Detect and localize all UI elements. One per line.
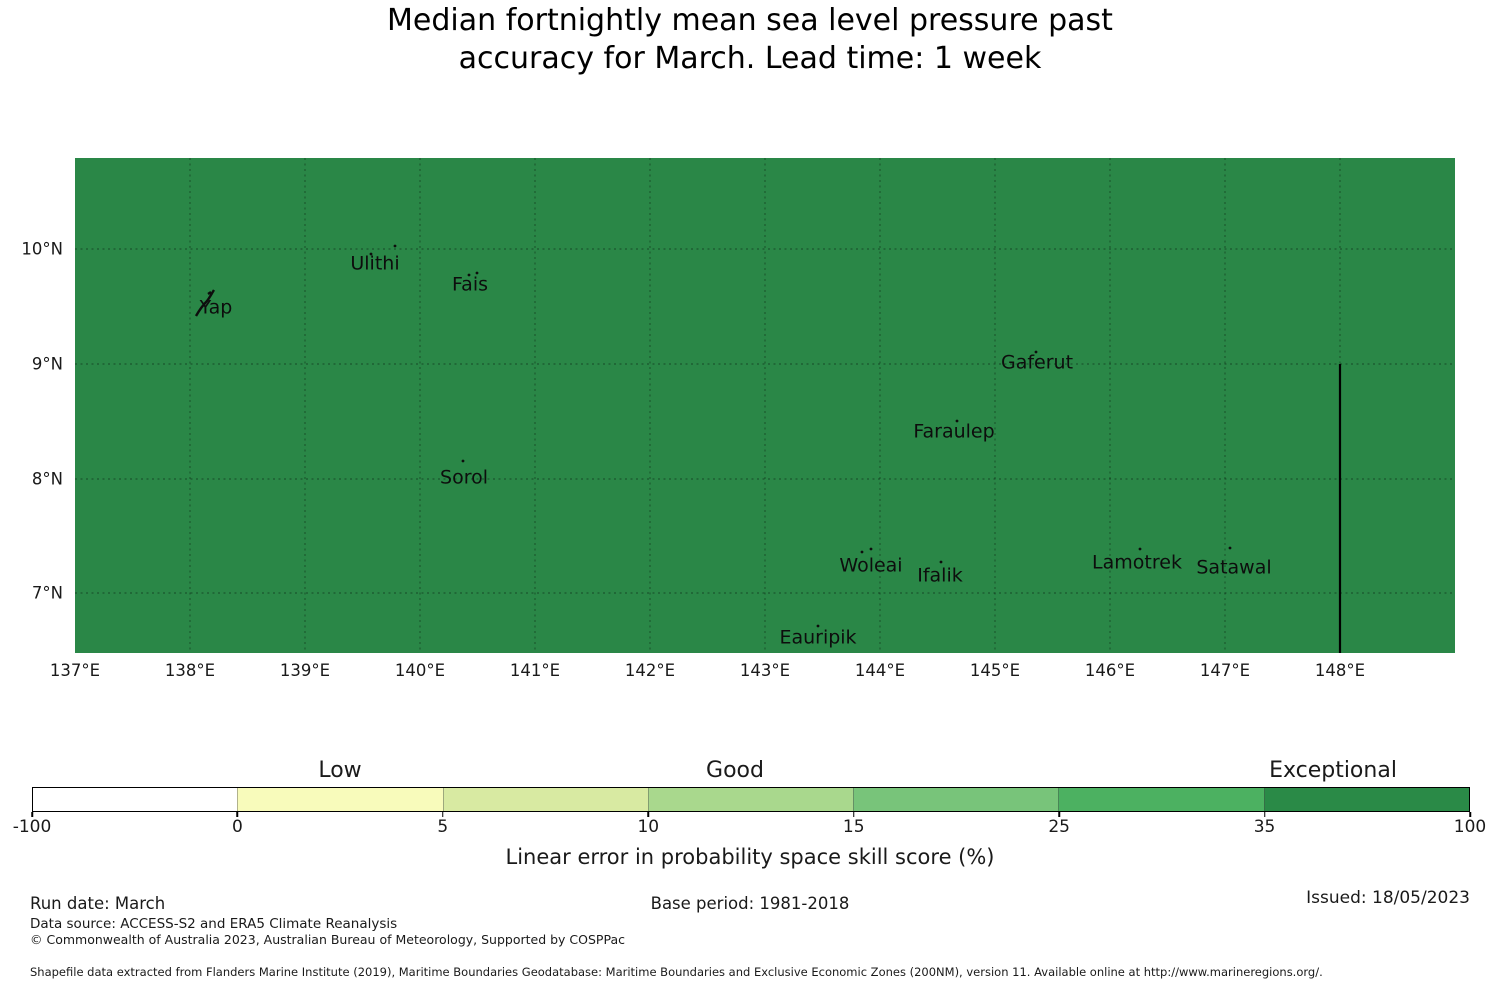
- island-dot: [475, 271, 479, 275]
- colorbar-category-label: Good: [706, 758, 764, 783]
- colorbar-tick: [1263, 812, 1266, 817]
- lon-tick-label: 139°E: [279, 661, 331, 680]
- lon-tick-label: 145°E: [969, 661, 1021, 680]
- island-dot: [1034, 350, 1038, 354]
- colorbar-tick-label: 25: [1048, 817, 1070, 837]
- colorbar-segment: [442, 788, 648, 811]
- map-panel: Yap Ulithi Fais Sorol Gaferut Faraulep Woleai I…: [75, 158, 1455, 653]
- island-dot: [816, 624, 820, 628]
- colorbar-segment: [1058, 788, 1264, 811]
- colorbar-tick: [442, 812, 444, 817]
- island-dot: [939, 560, 943, 564]
- colorbar-tick-label: 10: [637, 817, 660, 837]
- lon-tick-label: 137°E: [49, 661, 101, 680]
- lat-tick-label: 9°N: [31, 354, 63, 374]
- colorbar-segment: [1263, 788, 1469, 811]
- colorbar: [32, 787, 1470, 812]
- colorbar-segment: [33, 788, 238, 811]
- colorbar-tick: [647, 812, 650, 817]
- lon-tick-label: 138°E: [164, 661, 216, 680]
- colorbar-tick: [852, 812, 855, 817]
- colorbar-tick: [1058, 812, 1060, 817]
- lon-tick-label: 146°E: [1084, 661, 1136, 680]
- island-label: Eauripik: [779, 626, 857, 649]
- island-label: Ifalik: [917, 564, 963, 587]
- lat-tick-label: 7°N: [31, 583, 63, 603]
- map-overlay-svg: [75, 158, 1455, 653]
- island-dot: [1138, 547, 1142, 551]
- island-label: Lamotrek: [1092, 551, 1182, 574]
- lon-tick-label: 143°E: [739, 661, 791, 680]
- colorbar-category-label: Exceptional: [1269, 758, 1397, 783]
- shapefile-note-text: Shapefile data extracted from Flanders M…: [30, 965, 1323, 979]
- island-label: Fais: [451, 273, 489, 296]
- lon-tick-label: 140°E: [394, 661, 446, 680]
- lon-tick-label: 141°E: [509, 661, 561, 680]
- island-dot: [860, 550, 864, 554]
- lat-tick-label: 10°N: [21, 239, 63, 259]
- island-label: Ulithi: [350, 252, 400, 275]
- island-dot: [467, 273, 471, 277]
- run-date-text: Run date: March: [30, 894, 166, 913]
- colorbar-tick: [31, 812, 33, 817]
- yap-island-outline: [194, 289, 216, 317]
- colorbar-tick: [1469, 812, 1471, 817]
- island-dot: [369, 252, 373, 256]
- copyright-text: © Commonwealth of Australia 2023, Austra…: [30, 932, 625, 947]
- colorbar-tick-label: 5: [437, 817, 449, 837]
- island-label: Faraulep: [913, 420, 995, 443]
- island-dot: [461, 459, 465, 463]
- colorbar-category-label: Low: [318, 758, 362, 783]
- colorbar-segment: [853, 788, 1059, 811]
- lat-tick-label: 8°N: [31, 469, 63, 489]
- chart-title-line1: Median fortnightly mean sea level pressu…: [387, 3, 1113, 38]
- colorbar-tick-label: 35: [1253, 817, 1276, 837]
- lon-tick-label: 148°E: [1314, 661, 1366, 680]
- island-dot: [955, 419, 959, 423]
- lon-tick-label: 142°E: [624, 661, 676, 680]
- base-period-text: Base period: 1981-2018: [650, 894, 850, 913]
- island-dot: [393, 244, 397, 248]
- lon-tick-label: 147°E: [1199, 661, 1251, 680]
- island-label: Yap: [199, 296, 233, 319]
- colorbar-tick-label: 0: [232, 817, 243, 837]
- island-label: Woleai: [839, 554, 903, 577]
- data-source-text: Data source: ACCESS-S2 and ERA5 Climate …: [30, 916, 398, 932]
- colorbar-axis-title: Linear error in probability space skill …: [505, 845, 995, 869]
- colorbar-tick-label: -100: [12, 817, 52, 837]
- colorbar-tick: [236, 812, 239, 817]
- lon-tick-label: 144°E: [854, 661, 906, 680]
- island-label: Gaferut: [1000, 351, 1074, 374]
- colorbar-segment: [237, 788, 443, 811]
- island-dot: [869, 547, 873, 551]
- island-dot: [1228, 546, 1232, 550]
- colorbar-tick-label: 15: [842, 817, 865, 837]
- colorbar-segment: [647, 788, 854, 811]
- chart-title-line2: accuracy for March. Lead time: 1 week: [458, 41, 1042, 76]
- island-label: Sorol: [440, 466, 488, 489]
- issued-date-text: Issued: 18/05/2023: [1306, 888, 1470, 908]
- colorbar-tick-label: 100: [1453, 817, 1487, 837]
- island-label: Satawal: [1196, 556, 1272, 579]
